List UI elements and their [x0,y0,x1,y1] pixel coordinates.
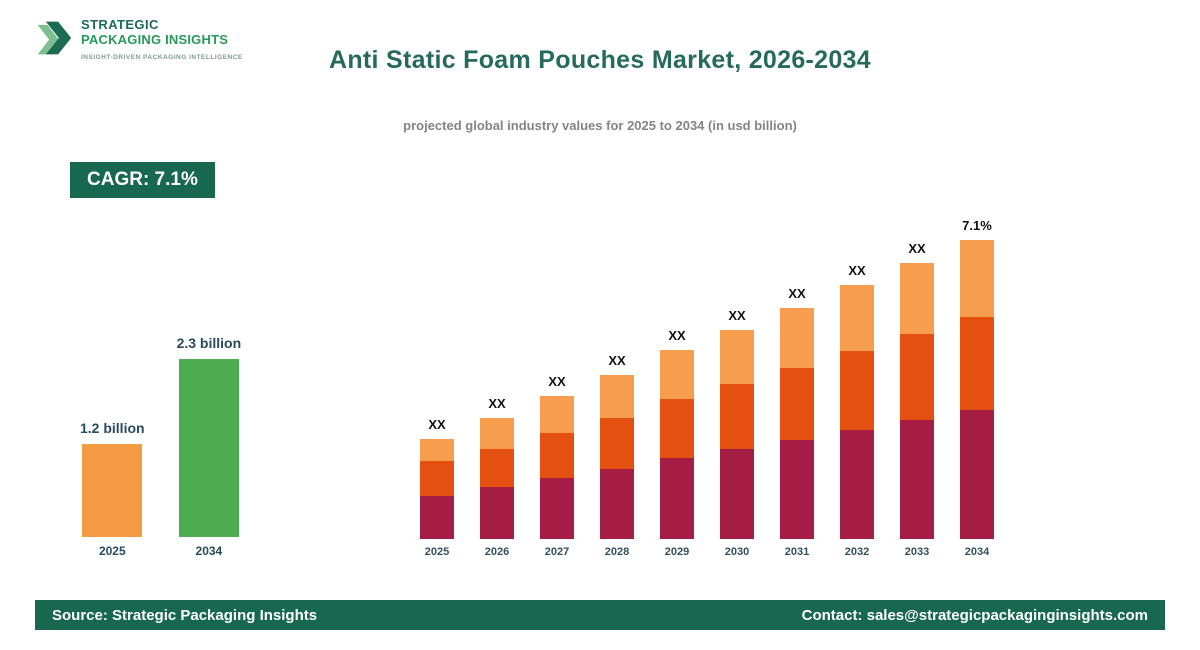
bar-segment-bottom [720,449,754,539]
stacked-bar-group: XX 2025 [420,417,454,558]
bar-segment-top [480,418,514,449]
bar-segment-middle [660,399,694,458]
stacked-bar-group: XX 2026 [480,396,514,558]
bar-year-label: 2028 [604,546,630,558]
summary-bar [178,359,239,537]
bar-value-label: XX [908,241,926,256]
bar-segment-middle [780,368,814,440]
summary-bar-year-label: 2034 [195,544,223,558]
stacked-bar-group: XX 2033 [900,241,934,558]
bar-year-label: 2025 [424,546,450,558]
brand-chevron-icon [36,14,72,62]
bar-value-label: XX [608,353,626,368]
bar-segment-top [960,240,994,317]
brand-tagline: INSIGHT-DRIVEN PACKAGING INTELLIGENCE [81,53,243,61]
bar-value-label: XX [548,374,566,389]
bar-segment-top [780,308,814,368]
bar-value-label: 7.1% [962,218,992,233]
bar-segment-middle [540,433,574,478]
stacked-bar-group: XX 2032 [840,263,874,558]
page-title: Anti Static Foam Pouches Market, 2026-20… [329,46,871,74]
stacked-bar-group: XX 2027 [540,374,574,558]
summary-chart: 1.2 billion 2025 2.3 billion 2034 [80,335,241,558]
bar-segment-bottom [780,440,814,539]
stacked-bar-group: XX 2030 [720,308,754,558]
footer-contact: Contact: sales@strategicpackaginginsight… [801,606,1148,624]
brand-logo: STRATEGIC PACKAGING INSIGHTS INSIGHT-DRI… [36,14,243,62]
bar-segment-middle [840,351,874,430]
stacked-bar [480,418,514,539]
summary-bar-value-label: 1.2 billion [80,420,145,436]
stacked-bar [540,396,574,539]
stacked-bar [960,240,994,539]
stacked-bar [840,285,874,539]
footer-source: Source: Strategic Packaging Insights [52,606,318,624]
stacked-bar [900,263,934,539]
bar-segment-top [540,396,574,433]
bar-segment-bottom [960,410,994,539]
bar-value-label: XX [488,396,506,411]
stacked-bar-group: XX 2028 [600,353,634,558]
bar-year-label: 2034 [964,546,990,558]
bar-value-label: XX [848,263,866,278]
stacked-bar-group: 7.1% 2034 [960,218,994,558]
stacked-bar-group: XX 2031 [780,286,814,558]
brand-line1: STRATEGIC [81,17,159,32]
brand-text: STRATEGIC PACKAGING INSIGHTS INSIGHT-DRI… [81,14,243,61]
stacked-bar [720,330,754,539]
bar-year-label: 2027 [544,546,570,558]
bar-segment-bottom [420,496,454,539]
bar-value-label: XX [788,286,806,301]
bar-segment-top [840,285,874,351]
summary-bar-year-label: 2025 [98,544,126,558]
bar-segment-top [720,330,754,384]
stacked-bar [780,308,814,539]
bar-year-label: 2026 [484,546,510,558]
stacked-bar [420,439,454,539]
summary-bar [82,444,143,537]
bar-year-label: 2030 [724,546,750,558]
footer-bar: Source: Strategic Packaging Insights Con… [35,600,1165,630]
bar-segment-bottom [660,458,694,539]
bar-segment-top [660,350,694,399]
bar-segment-middle [720,384,754,449]
bar-segment-top [900,263,934,334]
bar-year-label: 2029 [664,546,690,558]
summary-bar-group: 2.3 billion 2034 [177,335,242,558]
page-subtitle: projected global industry values for 202… [403,118,797,133]
summary-bar-group: 1.2 billion 2025 [80,420,145,558]
bar-year-label: 2033 [904,546,930,558]
summary-bar-value-label: 2.3 billion [176,335,242,351]
bar-segment-bottom [480,487,514,539]
bar-segment-middle [900,334,934,420]
bar-segment-top [420,439,454,461]
bar-segment-bottom [900,420,934,539]
bar-segment-middle [960,317,994,410]
cagr-badge: CAGR: 7.1% [70,162,215,198]
bar-year-label: 2032 [844,546,870,558]
stacked-chart: XX 2025 XX 2026 XX 2027 XX 2028 XX 2029 XX 2030 XX 20… [420,218,994,558]
stacked-bar-group: XX 2029 [660,328,694,558]
bar-segment-middle [480,449,514,487]
bar-segment-bottom [600,469,634,539]
bar-segment-bottom [540,478,574,539]
bar-segment-bottom [840,430,874,539]
brand-line2: PACKAGING INSIGHTS [81,31,229,47]
bar-value-label: XX [428,417,446,432]
bar-segment-middle [420,461,454,496]
bar-value-label: XX [668,328,686,343]
bar-segment-middle [600,418,634,469]
bar-segment-top [600,375,634,418]
stacked-bar [600,375,634,539]
bar-year-label: 2031 [784,546,810,558]
stacked-bar [660,350,694,539]
bar-value-label: XX [728,308,746,323]
